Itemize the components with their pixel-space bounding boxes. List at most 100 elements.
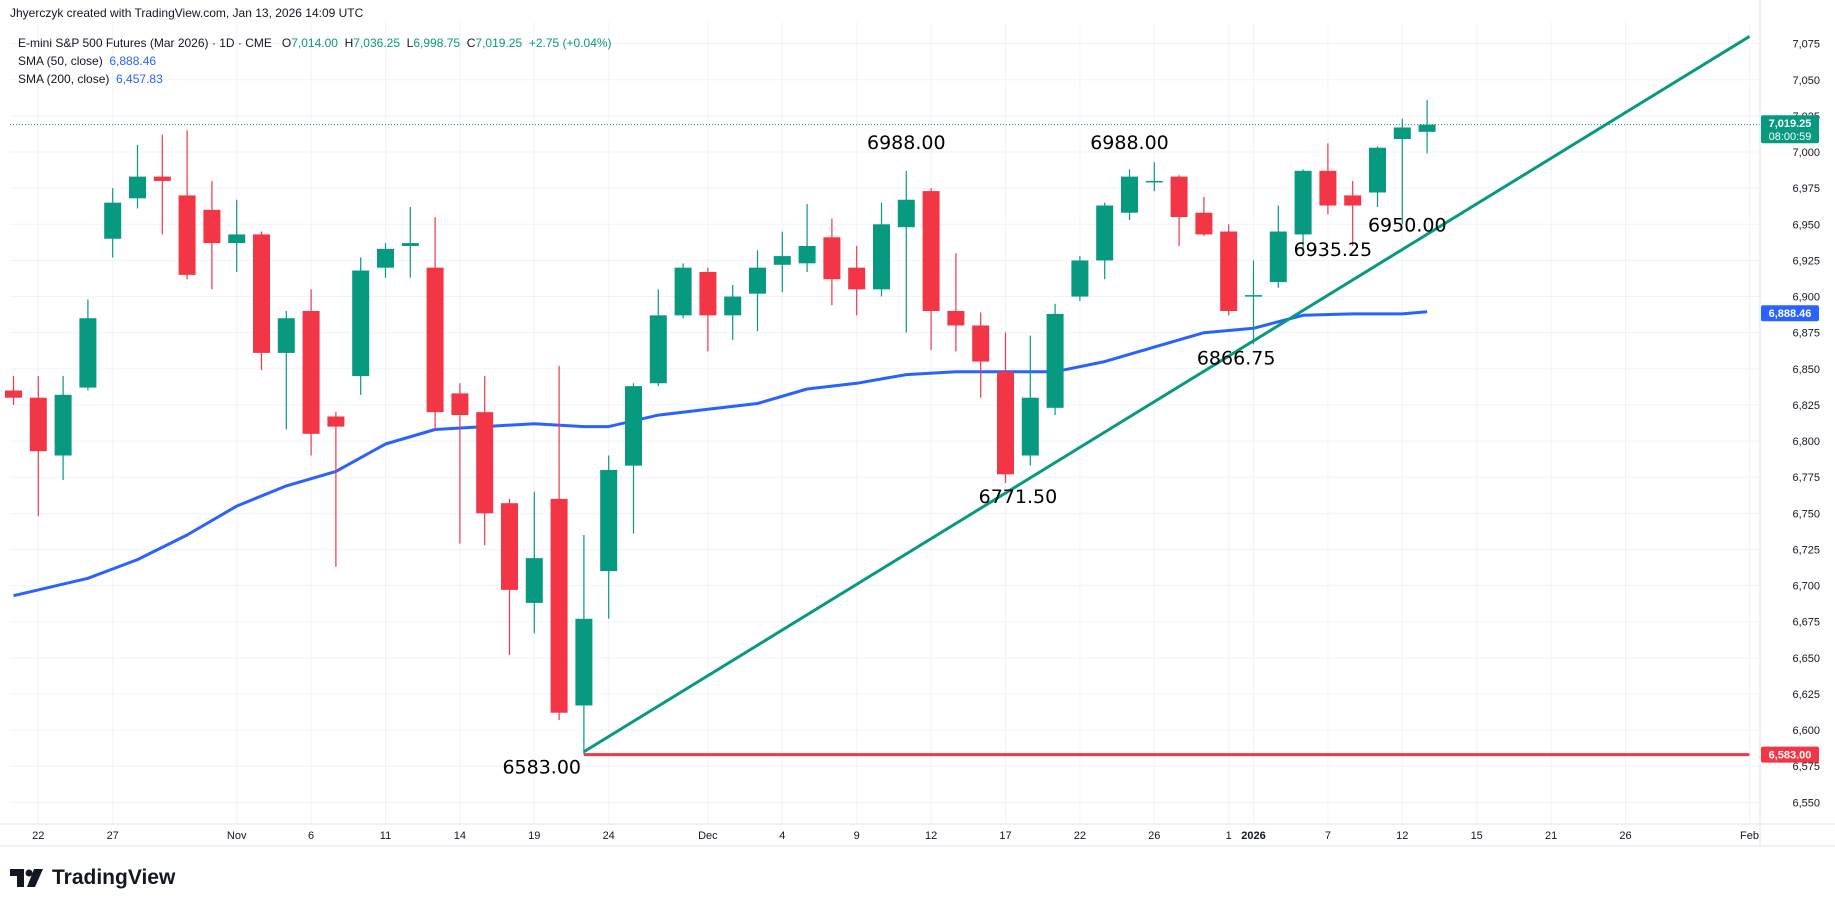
candle-body [1319, 170, 1337, 206]
candle [104, 188, 122, 258]
candle-body [1121, 176, 1138, 213]
candle [29, 376, 47, 517]
candle [54, 376, 72, 481]
candle [1121, 169, 1138, 220]
candle [1393, 118, 1411, 225]
candle-body [848, 267, 866, 290]
drawing-lines[interactable] [583, 35, 1751, 757]
price-tick-label: 6,975 [1792, 183, 1820, 195]
candle-body [203, 209, 221, 244]
candle-body [1195, 212, 1213, 235]
candle [1418, 100, 1436, 154]
candle [228, 199, 246, 272]
price-tick-label: 6,850 [1792, 364, 1820, 376]
candle [377, 243, 394, 278]
candle [476, 376, 494, 546]
candle-body [1021, 397, 1039, 456]
candle [550, 365, 568, 720]
candle [1046, 303, 1064, 416]
legend-ohlc-row[interactable]: E-mini S&P 500 Futures (Mar 2026) · 1D ·… [18, 34, 612, 52]
candle-body [253, 234, 270, 353]
time-tick-label: Nov [227, 830, 247, 842]
candle [302, 289, 320, 456]
price-tick-label: 6,725 [1792, 544, 1820, 556]
time-tick-label: 22 [32, 830, 44, 842]
candle [997, 332, 1014, 483]
candle [947, 253, 965, 352]
price-tick-label: 6,775 [1792, 472, 1820, 484]
price-annotation: 6988.00 [867, 132, 946, 154]
candle [1319, 143, 1337, 215]
candle-body [649, 315, 667, 384]
price-tick-label: 6,650 [1792, 653, 1820, 665]
symbol-title[interactable]: E-mini S&P 500 Futures (Mar 2026) · 1D ·… [18, 36, 272, 50]
uptrend-line [583, 35, 1751, 754]
candle [823, 218, 841, 306]
candle-body [1170, 176, 1188, 218]
candle-body [476, 412, 494, 514]
candle [525, 491, 543, 634]
price-label-box [1761, 746, 1819, 763]
candle-body [1294, 170, 1312, 235]
close-label: C [466, 36, 476, 50]
price-label-text: 6,583.00 [1769, 750, 1812, 762]
candle [1369, 146, 1386, 207]
time-tick-label: 24 [603, 830, 615, 842]
candle [277, 311, 295, 430]
candle-body [302, 311, 320, 434]
candle-body [550, 498, 568, 713]
price-label-box [1761, 305, 1819, 322]
grid [10, 22, 1760, 824]
time-tick-label: 1 [1226, 830, 1232, 842]
legend-sma50-row[interactable]: SMA (50, close) 6,888.46 [18, 52, 612, 70]
candle [1344, 180, 1362, 246]
legend-sma200-row[interactable]: SMA (200, close) 6,457.83 [18, 70, 612, 88]
candle-body [897, 199, 915, 228]
brand-text: TradingView [52, 866, 176, 889]
time-tick-label: Dec [698, 830, 718, 842]
time-tick-label: 7 [1325, 830, 1331, 842]
candle [401, 206, 419, 278]
candle-body [997, 371, 1014, 475]
time-tick-label: 21 [1545, 830, 1557, 842]
time-tick-label: 26 [1148, 830, 1160, 842]
time-tick-label: Feb [1740, 830, 1759, 842]
candle-body [1096, 205, 1114, 261]
candle [922, 188, 940, 351]
candle [749, 250, 766, 332]
price-tick-label: 7,075 [1792, 39, 1820, 51]
candle-body [401, 243, 419, 246]
candle-body [104, 202, 122, 239]
open-label: O [281, 36, 292, 50]
candles [5, 100, 1436, 755]
candle-body [1369, 147, 1386, 193]
candle-body [575, 618, 593, 706]
candle [625, 383, 642, 534]
candle-body [129, 176, 146, 199]
price-tick-label: 7,000 [1792, 147, 1820, 159]
price-label-text: 6,888.46 [1769, 308, 1812, 320]
candle-body [1071, 260, 1089, 297]
candle-body [5, 390, 22, 398]
axes: 6,550 6,575 6,600 6,625 6,650 6,675 6,700 6,725… [0, 0, 1835, 847]
candle [1170, 175, 1188, 246]
time-tick-label: 12 [1396, 830, 1408, 842]
candle-body [873, 224, 890, 290]
candle [451, 383, 469, 544]
close-value: 7,019.25 [475, 36, 523, 50]
candle [600, 455, 618, 619]
price-annotation: 6866.75 [1197, 347, 1276, 369]
price-tick-label: 6,900 [1792, 292, 1820, 304]
sma200-value: 6,457.83 [116, 72, 163, 86]
candle-body [600, 469, 618, 572]
price-annotation: 6935.25 [1294, 239, 1373, 261]
tradingview-logo[interactable]: TradingView [10, 866, 175, 890]
price-tick-label: 6,550 [1792, 797, 1820, 809]
candle-body [1220, 231, 1238, 312]
candle-body [798, 245, 816, 264]
candle-body [178, 195, 196, 275]
candle-body [1145, 180, 1163, 183]
candle-body [79, 318, 97, 388]
